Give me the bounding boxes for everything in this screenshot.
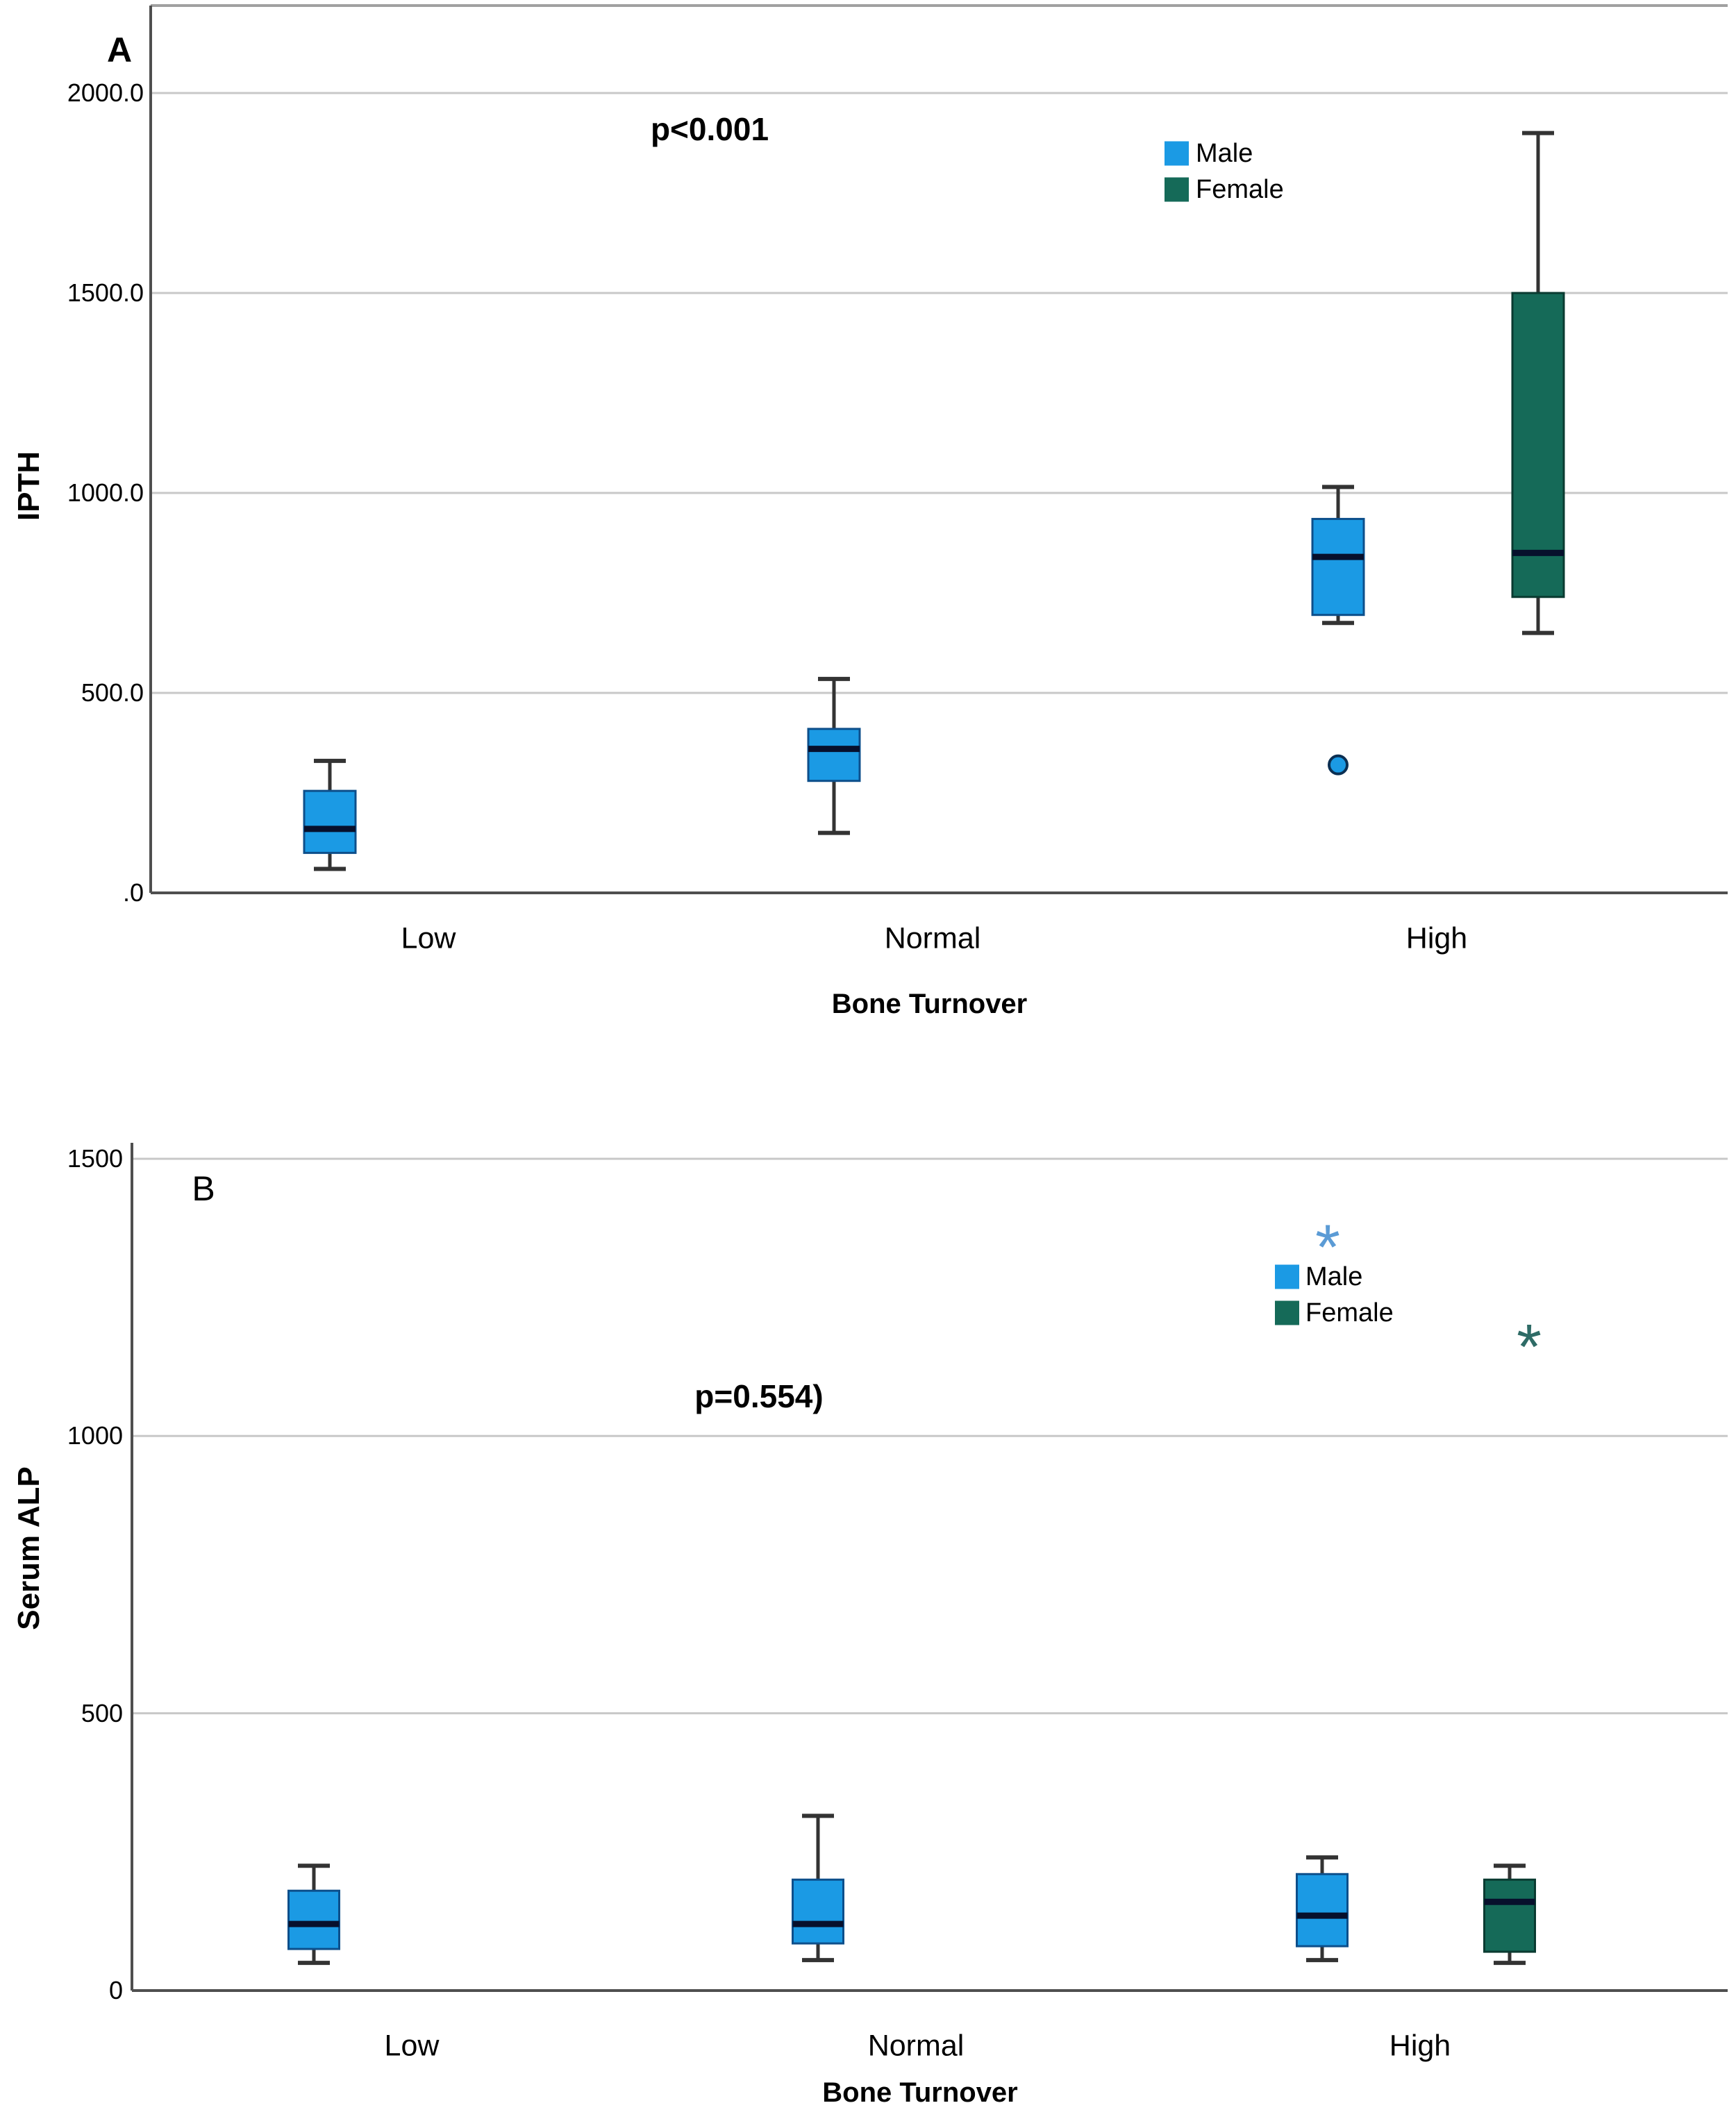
panel-b-y-axis-title: Serum ALP (12, 1466, 46, 1630)
panel-b-ytick-1000: 1000 (67, 1421, 123, 1450)
panel-b-high-female-outlier-star: * (1517, 1312, 1542, 1383)
panel-b-x-axis-title: Bone Turnover (822, 2077, 1018, 2108)
panel-a-high-male-outlier-circle (1328, 754, 1349, 776)
panel-b-label: B (192, 1169, 215, 1208)
panel-b-high-female-box (1483, 1878, 1536, 1953)
panel-b-legend-label-female: Female (1305, 1298, 1394, 1327)
panel-b-low-male-box (287, 1889, 340, 1950)
panel-a-ytick-1500: 1500.0 (67, 278, 144, 307)
panel-a-ytick-0: .0 (122, 878, 144, 907)
panel-a-high-female-box (1511, 292, 1565, 598)
panel-a-normal-male-box (807, 728, 861, 782)
panel-b-high-male-box (1296, 1873, 1349, 1948)
panel-b-high-male-outlier-star: * (1315, 1212, 1340, 1283)
panel-a-xtick-low: Low (401, 921, 456, 955)
panel-a-ytick-1000: 1000.0 (67, 478, 144, 507)
panel-a-xtick-normal: Normal (884, 921, 981, 955)
panel-a-xtick-high: High (1405, 921, 1468, 955)
panel-b-ytick-1500: 1500 (67, 1144, 123, 1173)
panel-a-high-male-box (1311, 517, 1365, 617)
panel-a-pvalue-annotation: p<0.001 (650, 111, 769, 147)
panel-a-ytick-2000: 2000.0 (67, 78, 144, 107)
panel-b-legend-swatch-male-icon (1275, 1264, 1299, 1289)
panel-b-legend-swatch-female-icon (1275, 1300, 1299, 1325)
panel-b-legend-label-male: Male (1305, 1262, 1363, 1291)
panel-b-xtick-high: High (1389, 2029, 1451, 2063)
panel-b-xtick-normal: Normal (867, 2029, 965, 2063)
panel-a-legend-label-male: Male (1196, 139, 1253, 168)
panel-a-ytick-500: 500.0 (81, 678, 144, 707)
panel-b-normal-male-box (792, 1878, 844, 1945)
panel-a-label: A (106, 31, 133, 69)
panel-b-pvalue-annotation: p=0.554) (694, 1378, 824, 1414)
panel-a-x-axis-title: Bone Turnover (831, 989, 1028, 1019)
panel-b-xtick-low: Low (384, 2029, 440, 2063)
panel-b-ytick-0: 0 (108, 1976, 123, 2004)
panel-a-legend-swatch-male-icon (1165, 141, 1189, 166)
panel-b-ytick-500: 500 (81, 1698, 123, 1727)
panel-a-legend-label-female: Female (1196, 175, 1284, 204)
panel-a-legend-swatch-female-icon (1165, 177, 1189, 202)
panel-a-low-male-box (303, 789, 357, 854)
